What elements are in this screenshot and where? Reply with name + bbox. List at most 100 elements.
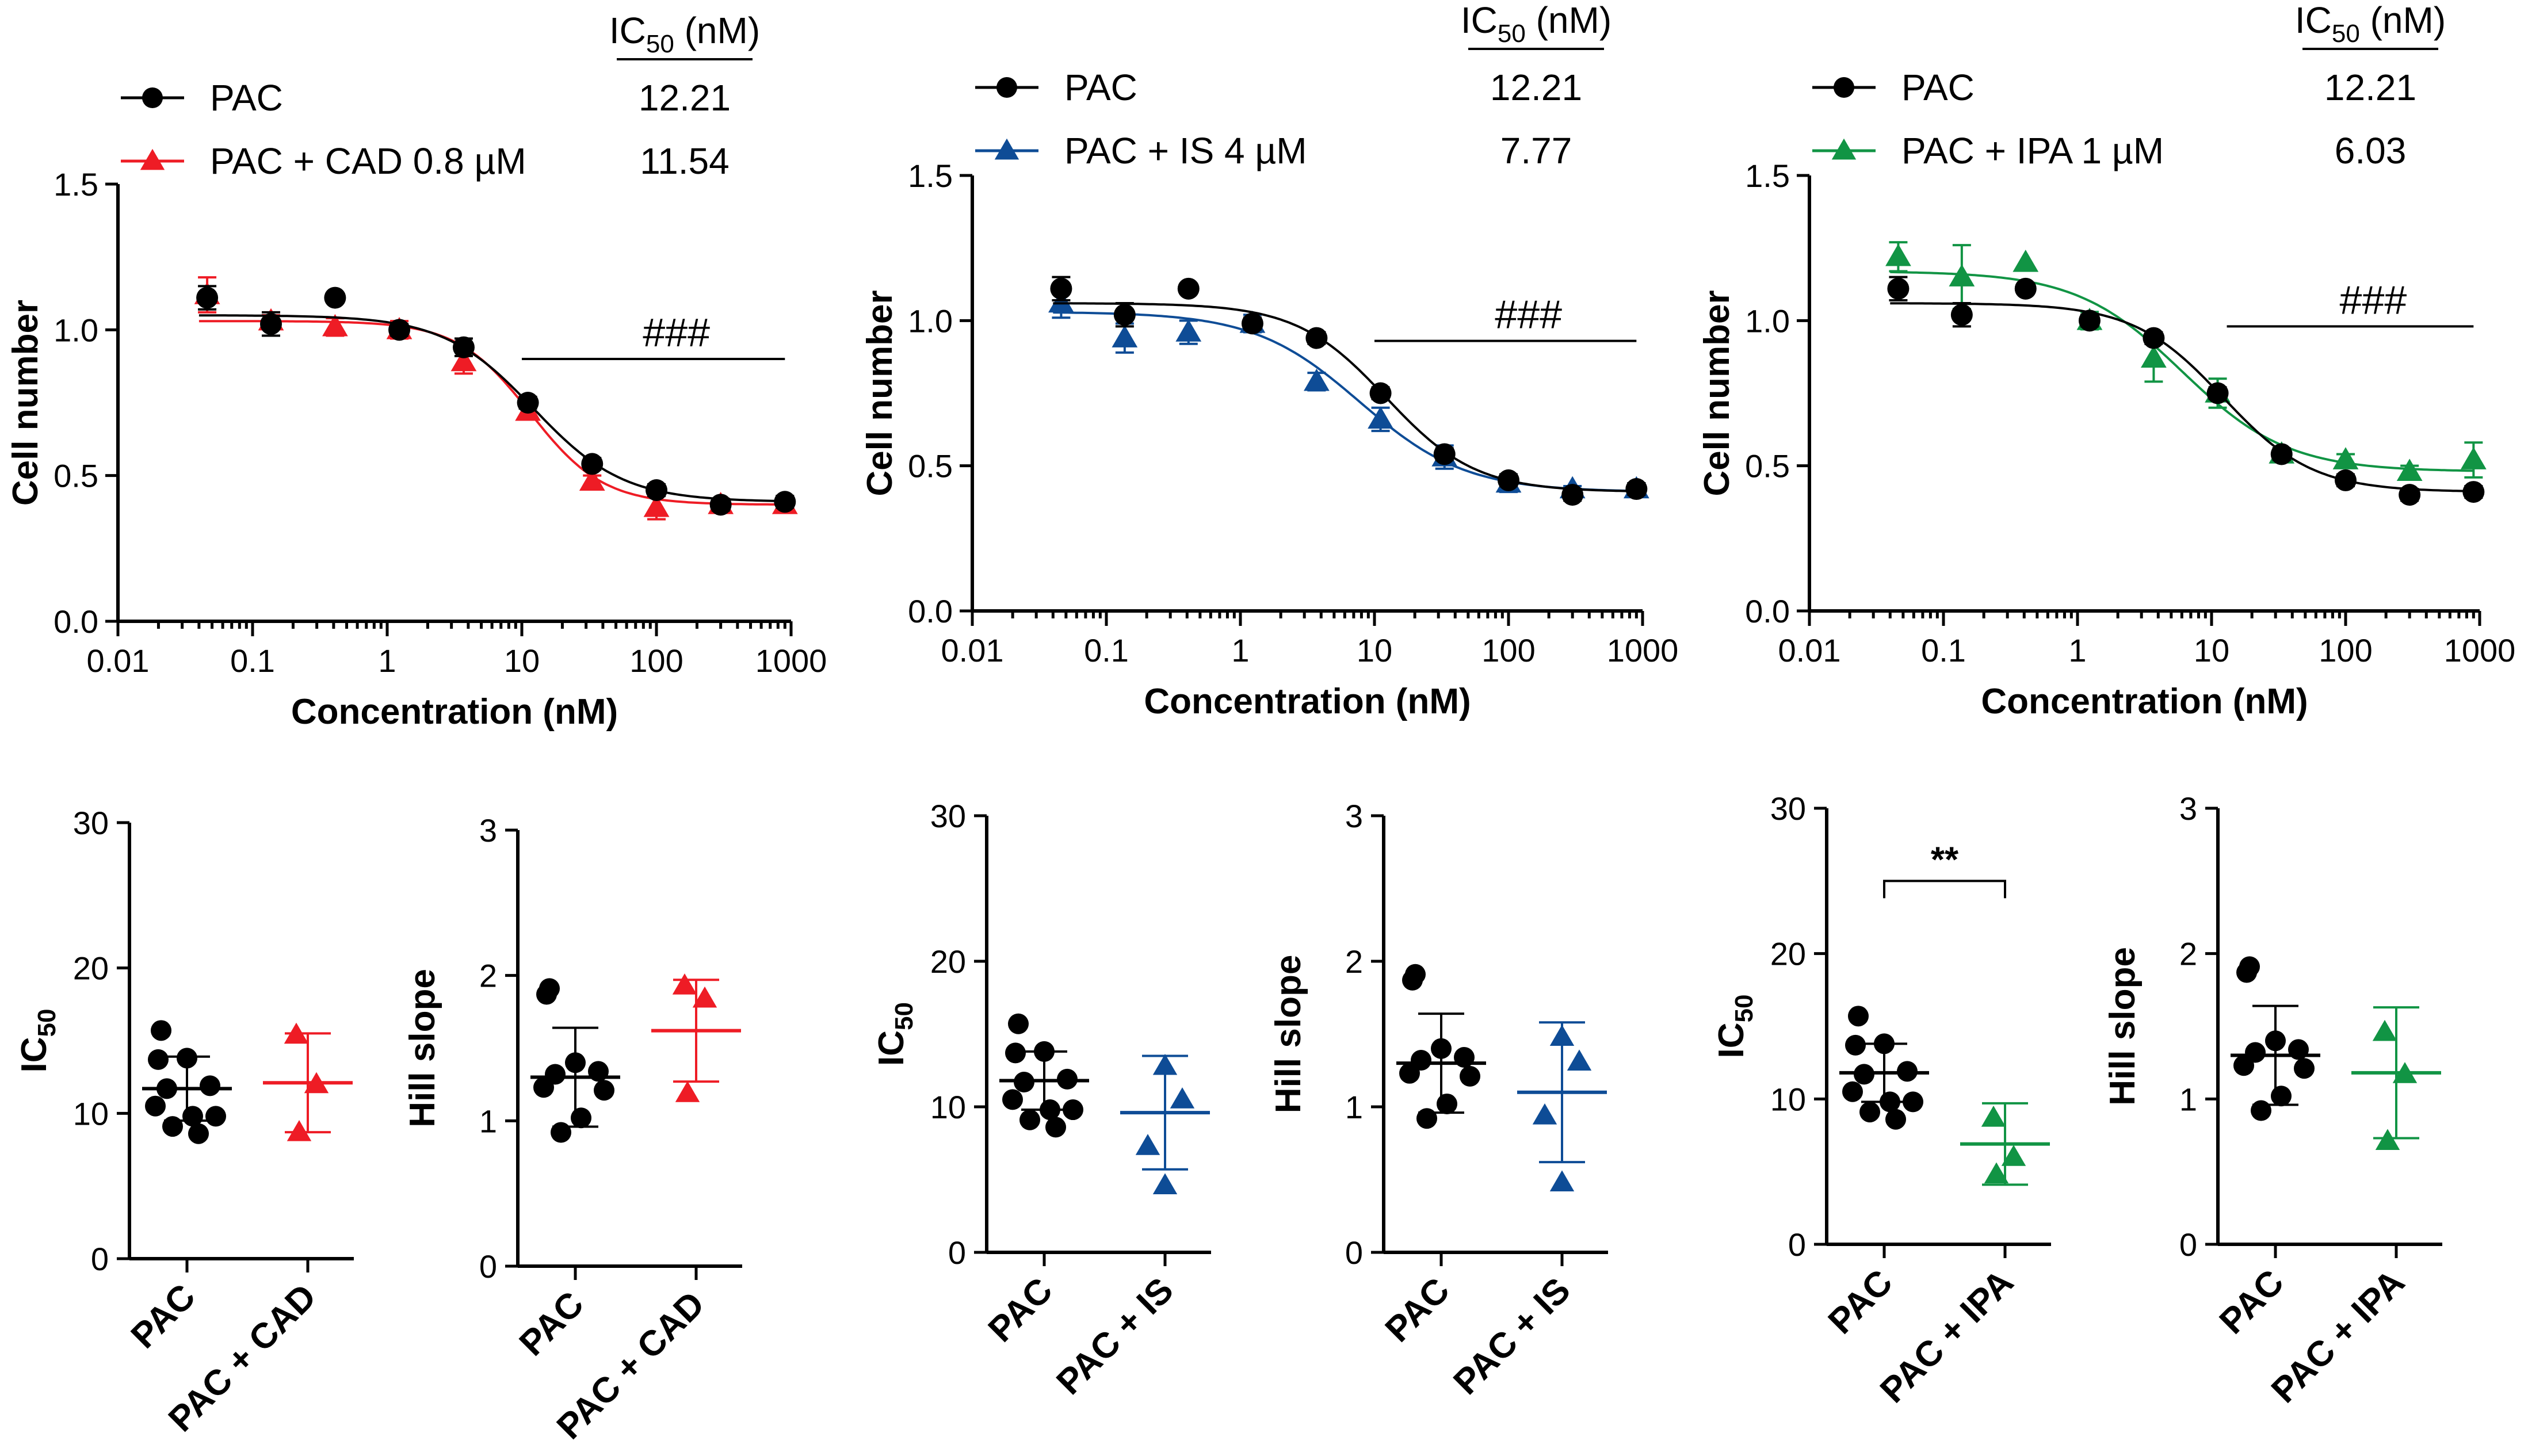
data-point [156,1078,177,1099]
data-point [2141,345,2167,368]
data-point [177,1048,197,1069]
data-point [1498,469,1519,491]
data-point [2396,458,2423,481]
fit-curve [198,314,785,503]
data-point [2013,250,2039,272]
data-point [1885,243,1911,266]
ic50-header-ic: IC [2295,0,2332,41]
y-tick-label: 0 [479,1248,497,1285]
y-tick-label: 10 [1770,1081,1806,1117]
ic50-value: 12.21 [2324,67,2416,108]
data-point [1416,1108,1437,1129]
ic50-header-ic: IC [1461,0,1498,41]
y-tick-label: 0 [91,1241,109,1277]
y-tick-label: 2 [479,958,497,994]
significance-label: ### [643,310,710,355]
data-point [1549,1170,1575,1191]
y-tick-label: 0 [2179,1226,2197,1263]
significance-label: ### [2340,277,2407,322]
fit-curve [1890,270,2474,472]
data-point [1152,1173,1178,1195]
data-point [2335,469,2357,491]
ic50-header-unit: (nM) [2360,0,2446,41]
ic50-header: IC50 (nM) [2295,0,2446,48]
x-tick-label: 1 [2068,632,2086,668]
data-point [1885,1109,1906,1130]
data-point [388,319,411,341]
y-tick-label: 30 [73,805,109,841]
data-point [2233,1055,2254,1076]
ic50-header-sub: 50 [1498,20,1526,48]
data-point [2001,1145,2026,1166]
data-point [1014,1071,1034,1092]
data-point [1859,1102,1880,1123]
y-tick-label: 0.5 [1745,448,1790,484]
data-point [304,1072,329,1094]
legend-label: PAC [210,77,283,119]
legend-label: PAC + CAD 0.8 µM [210,140,526,182]
data-point [259,313,282,335]
data-point [188,1123,209,1144]
fit-curve [1890,302,2474,492]
fit-curve [1053,311,1637,492]
ic50-header-unit: (nM) [1526,0,1611,41]
data-point [1057,1068,1078,1090]
data-point [565,1052,586,1073]
data-point [1241,312,1263,335]
data-point [1949,264,1975,286]
data-point [145,1095,166,1117]
data-point [1431,1038,1452,1059]
data-point [646,479,667,501]
legend-marker [994,138,1019,160]
x-axis-label: Concentration (nM) [1981,682,2308,721]
data-point [2460,447,2487,469]
data-point [1402,969,1423,991]
x-tick-label: 0.01 [87,643,150,679]
data-point [1135,1134,1160,1155]
y-axis-label-text: IC [14,1037,54,1072]
y-tick-label: 0 [948,1235,966,1271]
data-point [709,494,732,516]
data-point [1152,1053,1178,1075]
y-axis-label: IC50 [1712,995,1758,1058]
x-tick-label: 0.1 [230,643,275,679]
data-point [1433,443,1456,465]
data-point [1175,319,1202,342]
ic50-value: 7.77 [1500,130,1572,171]
data-point [1880,1091,1900,1113]
data-point [1625,478,1648,500]
data-point [2372,1019,2397,1041]
data-point [287,1119,312,1141]
y-tick-label: 1.5 [908,158,953,194]
ic50-header-ic: IC [609,10,646,51]
legend-marker [1834,77,1854,98]
ic50-header: IC50 (nM) [609,10,760,58]
data-point [2251,1100,2271,1121]
data-point [1019,1109,1040,1130]
y-axis-label-sub: 50 [33,1009,61,1037]
data-point [1399,1063,1420,1084]
y-tick-label: 30 [930,798,966,834]
data-point [581,453,604,475]
y-tick-label: 2 [1345,943,1363,980]
x-tick-label: 0.1 [1921,632,1966,668]
x-tick-label: 0.01 [1778,632,1841,668]
data-point [594,1080,614,1101]
y-tick-label: 1.0 [54,312,98,348]
data-point [1305,327,1328,349]
significance-label: ** [1931,840,1959,880]
data-point [2294,1058,2315,1079]
y-tick-label: 3 [1345,798,1363,834]
y-tick-label: 1.0 [1745,303,1790,339]
y-tick-label: 10 [930,1089,966,1125]
y-axis-label-text: Hill slope [2103,947,2143,1106]
legend-label: PAC [1064,67,1137,108]
data-point [2078,309,2101,332]
data-point [1454,1046,1475,1068]
data-point [1903,1091,1923,1113]
y-axis-label: Cell number [1697,290,1737,496]
data-point [1304,368,1330,391]
data-point [579,468,605,491]
data-point [1112,325,1138,347]
